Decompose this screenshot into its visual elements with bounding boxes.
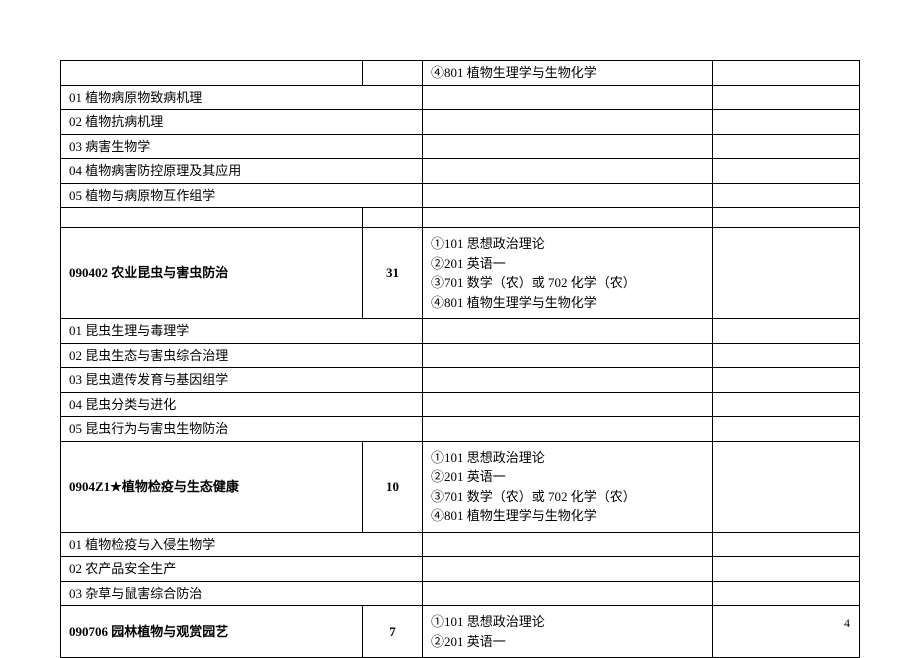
note-cell (713, 441, 860, 532)
direction-cell: 05 植物与病原物互作组学 (61, 183, 423, 208)
count-cell: 7 (363, 606, 423, 658)
table-row: 02 农产品安全生产 (61, 557, 860, 582)
empty-cell (423, 183, 713, 208)
table-row: 03 昆虫遗传发育与基因组学 (61, 368, 860, 393)
note-cell (713, 228, 860, 319)
table-row: 03 杂草与鼠害综合防治 (61, 581, 860, 606)
table-row: 05 昆虫行为与害虫生物防治 (61, 417, 860, 442)
table-body: ④801 植物生理学与生物化学01 植物病原物致病机理02 植物抗病机理03 病… (61, 61, 860, 658)
exam-cell: ④801 植物生理学与生物化学 (423, 61, 713, 86)
table-row: 0904Z1★植物检疫与生态健康10①101 思想政治理论 ②201 英语一 ③… (61, 441, 860, 532)
direction-cell: 04 植物病害防控原理及其应用 (61, 159, 423, 184)
empty-cell (713, 85, 860, 110)
exam-cell: ①101 思想政治理论 ②201 英语一 ③701 数学（农）或 702 化学（… (423, 228, 713, 319)
direction-cell: 03 杂草与鼠害综合防治 (61, 581, 423, 606)
direction-cell: 05 昆虫行为与害虫生物防治 (61, 417, 423, 442)
note-cell (713, 208, 860, 228)
table-row: 090402 农业昆虫与害虫防治31①101 思想政治理论 ②201 英语一 ③… (61, 228, 860, 319)
empty-cell (423, 557, 713, 582)
direction-cell: 03 昆虫遗传发育与基因组学 (61, 368, 423, 393)
empty-cell (713, 134, 860, 159)
exam-cell: ①101 思想政治理论 ②201 英语一 (423, 606, 713, 658)
direction-cell: 04 昆虫分类与进化 (61, 392, 423, 417)
empty-cell (423, 159, 713, 184)
empty-cell (713, 110, 860, 135)
direction-cell: 02 昆虫生态与害虫综合治理 (61, 343, 423, 368)
exam-cell (423, 208, 713, 228)
empty-cell (423, 581, 713, 606)
empty-cell (713, 392, 860, 417)
count-cell: 31 (363, 228, 423, 319)
empty-cell (713, 343, 860, 368)
empty-cell (423, 532, 713, 557)
note-cell (713, 61, 860, 86)
empty-cell (423, 85, 713, 110)
page-number: 4 (844, 616, 850, 631)
direction-cell: 02 农产品安全生产 (61, 557, 423, 582)
empty-cell (713, 417, 860, 442)
table-row: 01 植物检疫与入侵生物学 (61, 532, 860, 557)
count-cell (363, 208, 423, 228)
table-row: 04 昆虫分类与进化 (61, 392, 860, 417)
count-cell (363, 61, 423, 86)
empty-cell (423, 110, 713, 135)
empty-cell (423, 134, 713, 159)
table-row: 03 病害生物学 (61, 134, 860, 159)
note-cell (713, 606, 860, 658)
empty-cell (713, 368, 860, 393)
major-cell: 090706 园林植物与观赏园艺 (61, 606, 363, 658)
empty-cell (713, 159, 860, 184)
exam-cell: ①101 思想政治理论 ②201 英语一 ③701 数学（农）或 702 化学（… (423, 441, 713, 532)
major-cell: 0904Z1★植物检疫与生态健康 (61, 441, 363, 532)
direction-cell: 01 植物检疫与入侵生物学 (61, 532, 423, 557)
empty-cell (713, 557, 860, 582)
empty-cell (713, 581, 860, 606)
table-row (61, 208, 860, 228)
direction-cell: 01 植物病原物致病机理 (61, 85, 423, 110)
count-cell: 10 (363, 441, 423, 532)
table-row: 04 植物病害防控原理及其应用 (61, 159, 860, 184)
direction-cell: 03 病害生物学 (61, 134, 423, 159)
empty-cell (713, 319, 860, 344)
table-row: 05 植物与病原物互作组学 (61, 183, 860, 208)
empty-cell (423, 343, 713, 368)
table-row: 02 植物抗病机理 (61, 110, 860, 135)
table-row: 090706 园林植物与观赏园艺7①101 思想政治理论 ②201 英语一 (61, 606, 860, 658)
table-row: 01 植物病原物致病机理 (61, 85, 860, 110)
empty-cell (423, 417, 713, 442)
direction-cell: 02 植物抗病机理 (61, 110, 423, 135)
catalog-table: ④801 植物生理学与生物化学01 植物病原物致病机理02 植物抗病机理03 病… (60, 60, 860, 658)
major-cell: 090402 农业昆虫与害虫防治 (61, 228, 363, 319)
table-row: 01 昆虫生理与毒理学 (61, 319, 860, 344)
empty-cell (423, 392, 713, 417)
major-cell (61, 208, 363, 228)
empty-cell (713, 183, 860, 208)
major-cell (61, 61, 363, 86)
table-row: ④801 植物生理学与生物化学 (61, 61, 860, 86)
table-row: 02 昆虫生态与害虫综合治理 (61, 343, 860, 368)
direction-cell: 01 昆虫生理与毒理学 (61, 319, 423, 344)
empty-cell (713, 532, 860, 557)
empty-cell (423, 319, 713, 344)
empty-cell (423, 368, 713, 393)
